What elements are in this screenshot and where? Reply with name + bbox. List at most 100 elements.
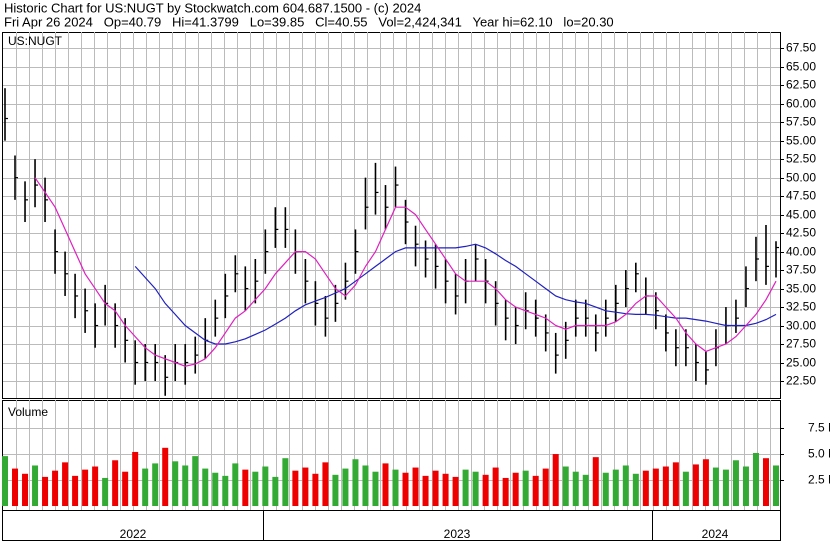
volume-bar — [652, 468, 659, 506]
volume-bar — [122, 471, 129, 506]
volume-bar — [102, 477, 109, 506]
volume-bar — [702, 459, 709, 506]
volume-bar — [232, 463, 239, 506]
volume-bar — [472, 471, 479, 506]
volume-bar — [492, 467, 499, 506]
volume-bar — [712, 467, 719, 506]
volume-bar — [52, 470, 59, 506]
volume-bar — [752, 453, 759, 506]
volume-bar — [252, 471, 259, 506]
volume-bar — [392, 469, 399, 506]
volume-bar — [502, 477, 509, 506]
y-tick-label: 52.50 — [786, 152, 816, 166]
y-tick-label: 42.50 — [786, 226, 816, 240]
y-tick-label: 30.00 — [786, 319, 816, 333]
y2-tick-label: 7.5 M — [808, 421, 830, 435]
volume-bar — [462, 469, 469, 506]
volume-bar — [692, 464, 699, 506]
volume-bar — [632, 473, 639, 506]
volume-bar — [142, 468, 149, 506]
volume-bar — [32, 465, 39, 506]
volume-bar — [162, 447, 169, 506]
volume-bar — [82, 469, 89, 506]
volume-bar — [372, 471, 379, 506]
y2-tick-label: 2.5 M — [808, 473, 830, 487]
volume-bar — [522, 470, 529, 506]
year-label: 2022 — [120, 527, 147, 541]
volume-bar — [542, 468, 549, 506]
y-tick-label: 57.50 — [786, 115, 816, 129]
y-tick-label: 35.00 — [786, 282, 816, 296]
volume-bar — [572, 471, 579, 506]
volume-bar — [282, 458, 289, 506]
chart-title: Historic Chart for US:NUGT by Stockwatch… — [4, 0, 421, 15]
volume-bar — [12, 468, 19, 506]
volume-bar — [92, 466, 99, 506]
date-panel — [2, 510, 781, 541]
volume-bar — [722, 469, 729, 506]
moving-average-long — [134, 243, 777, 345]
volume-bar — [612, 469, 619, 506]
volume-bar — [662, 466, 669, 506]
volume-bar — [592, 457, 599, 506]
y-tick-label: 25.00 — [786, 356, 816, 370]
volume-bar — [602, 472, 609, 506]
y-tick-label: 50.00 — [786, 171, 816, 185]
y-tick-label: 67.50 — [786, 41, 816, 55]
y-tick-label: 22.50 — [786, 374, 816, 388]
y-tick-label: 27.50 — [786, 337, 816, 351]
volume-bar — [342, 468, 349, 506]
volume-bar — [642, 470, 649, 506]
volume-bar — [672, 462, 679, 506]
volume-bar — [192, 456, 199, 506]
volume-bar — [773, 465, 779, 506]
volume-bar — [532, 475, 539, 506]
y-tick-label: 62.50 — [786, 78, 816, 92]
volume-bar — [222, 475, 229, 506]
volume-bar — [332, 474, 339, 506]
volume-bar — [352, 459, 359, 506]
volume-bar — [732, 460, 739, 506]
y-tick-label: 40.00 — [786, 245, 816, 259]
y-tick-label: 65.00 — [786, 60, 816, 74]
volume-bar — [2, 456, 8, 506]
volume-bar — [22, 473, 29, 506]
volume-bar — [242, 469, 249, 506]
volume-bar — [422, 475, 429, 506]
volume-bar — [212, 472, 219, 506]
volume-bar — [482, 474, 489, 506]
volume-bar — [512, 472, 519, 506]
volume-bar — [202, 468, 209, 506]
y-tick-label: 55.00 — [786, 134, 816, 148]
year-label: 2023 — [444, 527, 471, 541]
volume-bar — [302, 467, 309, 506]
volume-bar — [262, 466, 269, 506]
volume-bar — [382, 463, 389, 506]
volume-bar — [582, 474, 589, 506]
volume-bar — [412, 467, 419, 506]
y-tick-label: 47.50 — [786, 189, 816, 203]
volume-bar — [432, 470, 439, 506]
volume-bar — [72, 475, 79, 506]
volume-bar — [42, 476, 49, 506]
y-tick-label: 45.00 — [786, 208, 816, 222]
volume-bar — [402, 472, 409, 506]
volume-bar — [762, 458, 769, 506]
volume-bar — [742, 466, 749, 506]
volume-label: Volume — [8, 405, 48, 419]
volume-bar — [112, 460, 119, 506]
volume-bar — [552, 454, 559, 506]
volume-bar — [312, 473, 319, 506]
volume-bar — [292, 470, 299, 506]
volume-bar — [562, 466, 569, 506]
symbol-label: US:NUGT — [8, 34, 63, 48]
volume-bar — [322, 462, 329, 506]
y-tick-label: 60.00 — [786, 97, 816, 111]
chart-subtitle: Fri Apr 26 2024 Op=40.79 Hi=41.3799 Lo=3… — [4, 14, 614, 29]
volume-bar — [452, 476, 459, 506]
volume-bar — [272, 476, 279, 506]
year-label: 2024 — [702, 527, 729, 541]
